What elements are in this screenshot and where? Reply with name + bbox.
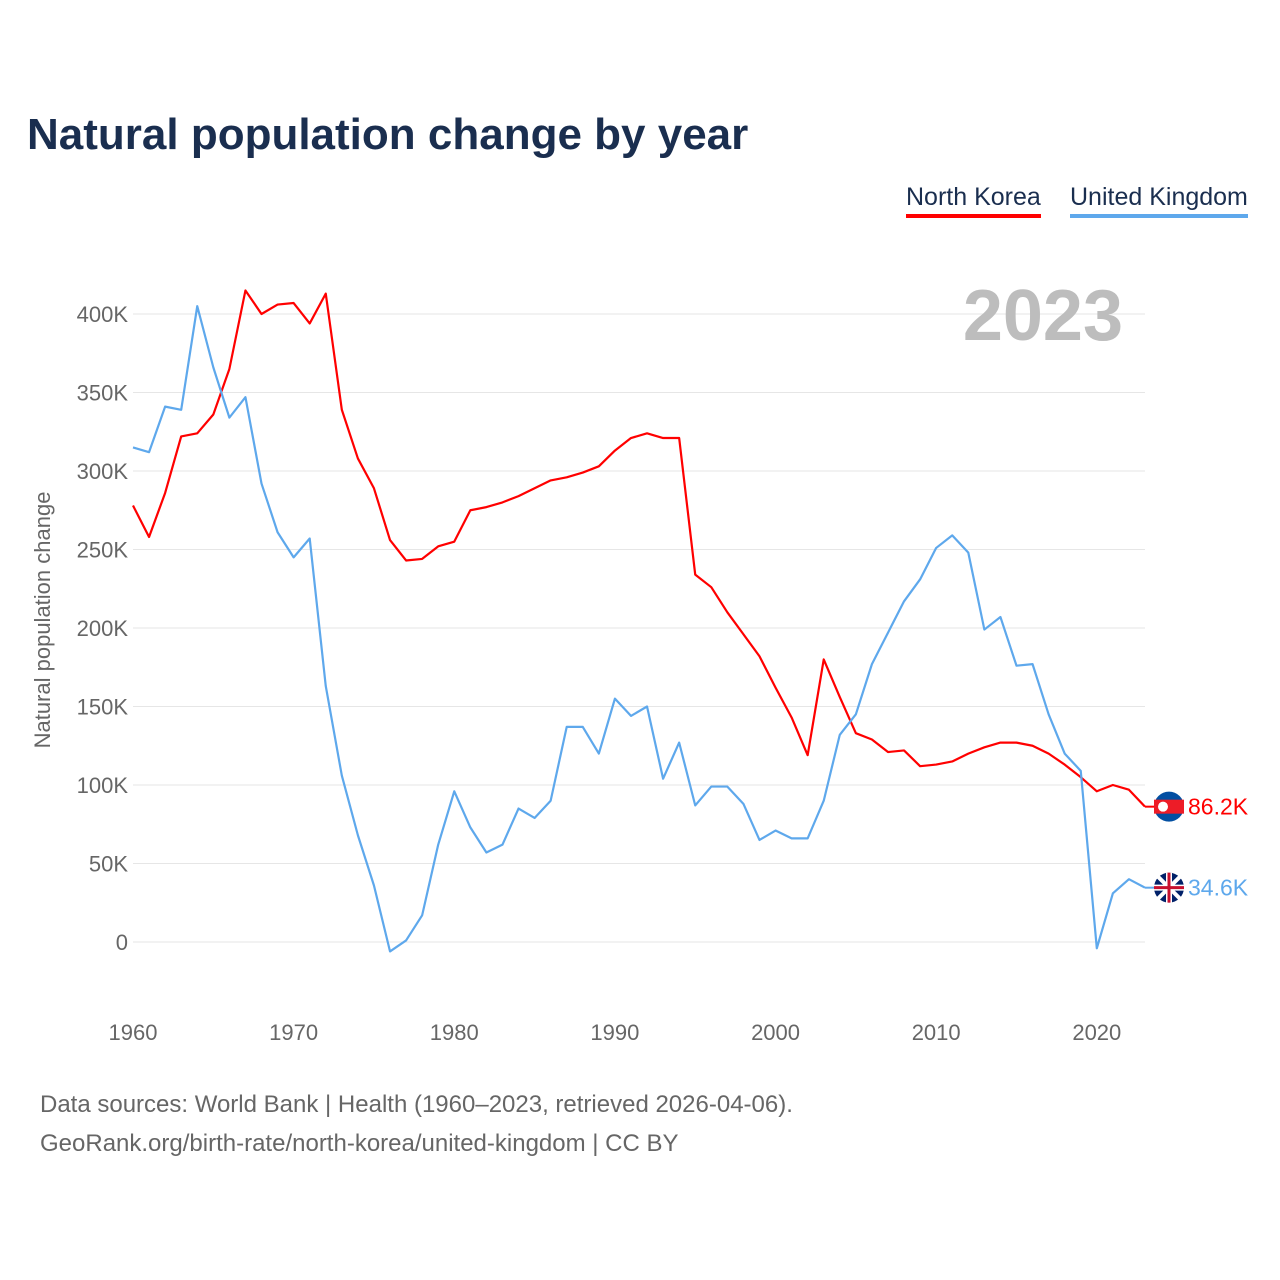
legend-north-korea[interactable]: North Korea <box>906 183 1041 218</box>
y-tick-label: 350K <box>77 381 129 406</box>
data-source: Data sources: World Bank | Health (1960–… <box>40 1091 793 1118</box>
flag-disc <box>1158 801 1168 812</box>
y-tick-label: 50K <box>89 852 128 877</box>
footer: Data sources: World Bank | Health (1960–… <box>40 1085 793 1163</box>
y-tick-label: 150K <box>77 695 129 720</box>
series-line-north-korea <box>132 289 1146 808</box>
x-tick-label: 2010 <box>912 1020 961 1045</box>
y-tick-label: 200K <box>77 616 129 641</box>
end-value-label: 34.6K <box>1188 875 1249 901</box>
flag-cross-red <box>1154 872 1184 903</box>
chart-title: Natural population change by year <box>27 110 749 159</box>
x-tick-label: 2020 <box>1072 1020 1121 1045</box>
end-value-label: 86.2K <box>1188 794 1249 820</box>
y-tick-label: 400K <box>77 302 129 327</box>
y-axis-label: Natural population change <box>30 492 55 749</box>
y-tick-label: 100K <box>77 773 129 798</box>
x-tick-label: 1960 <box>109 1020 158 1045</box>
series-line-united-kingdom <box>132 305 1146 953</box>
x-tick-label: 1990 <box>590 1020 639 1045</box>
source-link[interactable]: GeoRank.org/birth-rate/north-korea/unite… <box>40 1130 679 1157</box>
year-label: 2023 <box>963 276 1123 356</box>
x-tick-label: 1970 <box>269 1020 318 1045</box>
y-tick-label: 250K <box>77 538 129 563</box>
legend-united-kingdom[interactable]: United Kingdom <box>1070 183 1248 218</box>
y-tick-label: 300K <box>77 459 129 484</box>
y-tick-label: 0 <box>116 930 128 955</box>
x-tick-label: 2000 <box>751 1020 800 1045</box>
x-tick-label: 1980 <box>430 1020 479 1045</box>
